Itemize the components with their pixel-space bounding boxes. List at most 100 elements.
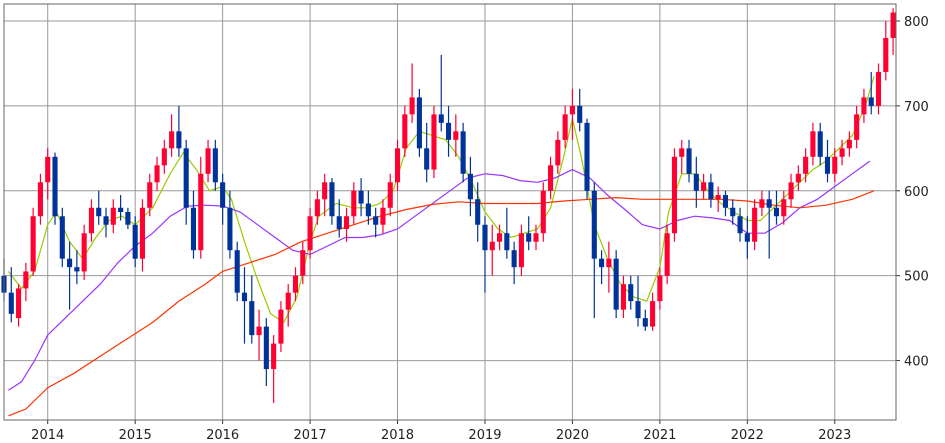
candle-body: [548, 165, 554, 191]
candle: [343, 207, 350, 242]
candle: [110, 199, 116, 234]
candle: [431, 105, 437, 179]
candle: [701, 173, 707, 200]
candle-body: [599, 258, 605, 268]
candle: [467, 156, 473, 217]
candle-body: [307, 216, 313, 251]
candle: [817, 122, 823, 166]
candle: [409, 63, 415, 123]
candle: [628, 275, 634, 310]
x-tick-label-2018: 2018: [381, 428, 414, 443]
candle: [336, 199, 342, 238]
candle-body: [635, 301, 641, 319]
candle-body: [460, 131, 466, 174]
candle-body: [409, 97, 415, 115]
candle: [737, 207, 743, 242]
candle: [30, 207, 36, 276]
candle: [744, 216, 750, 259]
candle-body: [664, 233, 670, 276]
candle: [599, 250, 605, 285]
candle: [686, 139, 692, 183]
candle: [154, 156, 160, 191]
candle-body: [351, 190, 357, 217]
candle: [584, 118, 590, 200]
candle: [88, 199, 95, 242]
candle-body: [314, 199, 320, 217]
candle-body: [329, 182, 335, 217]
candle: [773, 190, 780, 225]
candle: [74, 250, 80, 285]
candle-body: [30, 216, 36, 272]
candle-body: [96, 207, 102, 217]
candle: [278, 301, 284, 353]
candle-body: [220, 182, 226, 208]
candle-body: [708, 182, 714, 200]
candle-body: [358, 190, 364, 204]
candle-body: [613, 258, 619, 310]
candle: [241, 267, 248, 344]
y-tick-label-600: 600: [904, 185, 929, 200]
candle: [861, 88, 867, 123]
candle-body: [722, 195, 729, 208]
candle: [795, 165, 801, 191]
candle-body: [569, 105, 575, 115]
candle-body: [74, 267, 80, 272]
x-tick-label-2022: 2022: [731, 428, 764, 443]
candle-body: [234, 250, 240, 293]
candle: [693, 156, 699, 208]
candle-body: [810, 131, 816, 157]
candle-body: [555, 139, 561, 166]
candle-body: [16, 288, 22, 319]
x-tick-label-2020: 2020: [556, 428, 589, 443]
candle-body: [402, 114, 408, 149]
candle-body: [744, 233, 750, 242]
plot-frame: [3, 3, 897, 421]
candle-body: [868, 97, 874, 106]
candle: [45, 148, 51, 200]
candle: [548, 156, 554, 200]
grid: [4, 4, 896, 420]
candle: [256, 309, 262, 361]
candle: [722, 190, 729, 217]
candle-body: [285, 292, 291, 310]
candle: [497, 224, 503, 251]
candle-body: [424, 148, 430, 170]
candle: [351, 182, 357, 225]
candle-body: [730, 207, 736, 217]
candle-body: [475, 199, 481, 225]
long-ma-line: [8, 190, 875, 417]
candle-body: [883, 37, 889, 72]
candle-body: [817, 131, 823, 157]
candle-body: [227, 207, 233, 251]
candle: [752, 199, 758, 251]
candle: [460, 122, 466, 183]
candle-body: [365, 203, 371, 217]
candle: [190, 190, 197, 259]
candle-body: [139, 207, 146, 259]
candle-body: [67, 258, 73, 268]
x-tick-label-2019: 2019: [468, 428, 501, 443]
candle-body: [766, 199, 772, 208]
candle: [387, 173, 393, 217]
candle-body: [686, 148, 692, 174]
candle-body: [59, 216, 65, 259]
candle-body: [176, 131, 182, 149]
candle: [730, 199, 736, 225]
candle: [562, 105, 568, 149]
candle-body: [577, 105, 583, 123]
candle-body: [467, 173, 473, 200]
candle: [292, 267, 299, 302]
candle-body: [824, 156, 831, 174]
candle-body: [803, 156, 809, 174]
candle-body: [169, 131, 175, 149]
candle: [533, 224, 539, 251]
candle: [511, 241, 517, 285]
candle-body: [511, 250, 517, 268]
candle-body: [241, 292, 248, 302]
candle-body: [8, 292, 14, 314]
candle-body: [431, 114, 437, 170]
candle: [824, 139, 831, 183]
candle: [263, 318, 269, 387]
